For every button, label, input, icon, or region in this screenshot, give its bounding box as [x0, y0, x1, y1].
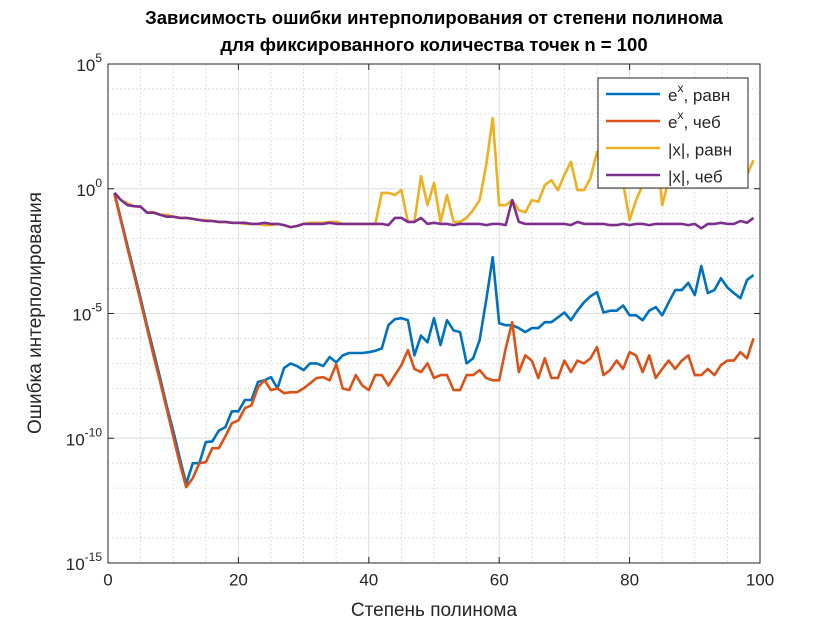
y-tick-label: 10-15 — [66, 550, 103, 574]
y-axis-label: Ошибка интерполирования — [25, 192, 46, 434]
x-tick-label: 60 — [490, 570, 509, 589]
legend-label: |x|, чеб — [668, 167, 723, 186]
x-tick-label: 80 — [620, 570, 639, 589]
series-line — [113, 193, 755, 489]
x-tick-label: 0 — [103, 570, 112, 589]
legend-label: ex, равн — [668, 81, 730, 105]
plot-frame — [107, 63, 761, 564]
y-tick-label: 10-5 — [72, 301, 102, 325]
legend-box — [597, 77, 749, 189]
y-tick-label: 10-10 — [66, 425, 103, 449]
x-tick-label: 20 — [229, 570, 248, 589]
x-tick-label: 40 — [359, 570, 378, 589]
x-axis-label: Степень полинома — [351, 600, 518, 621]
chart-title: для фиксированного количества точек n = … — [220, 34, 647, 55]
x-tick-label: 100 — [746, 570, 774, 589]
y-tick-label: 105 — [76, 51, 102, 75]
series-line — [113, 192, 755, 230]
series-line — [113, 192, 755, 486]
chart-title: Зависимость ошибки интерполирования от с… — [145, 7, 723, 28]
legend-label: ex, чеб — [668, 108, 721, 132]
y-tick-label: 100 — [76, 176, 102, 200]
legend-label: |x|, равн — [668, 140, 732, 159]
